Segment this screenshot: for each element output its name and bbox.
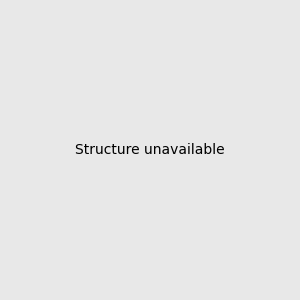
Text: Structure unavailable: Structure unavailable (75, 143, 225, 157)
